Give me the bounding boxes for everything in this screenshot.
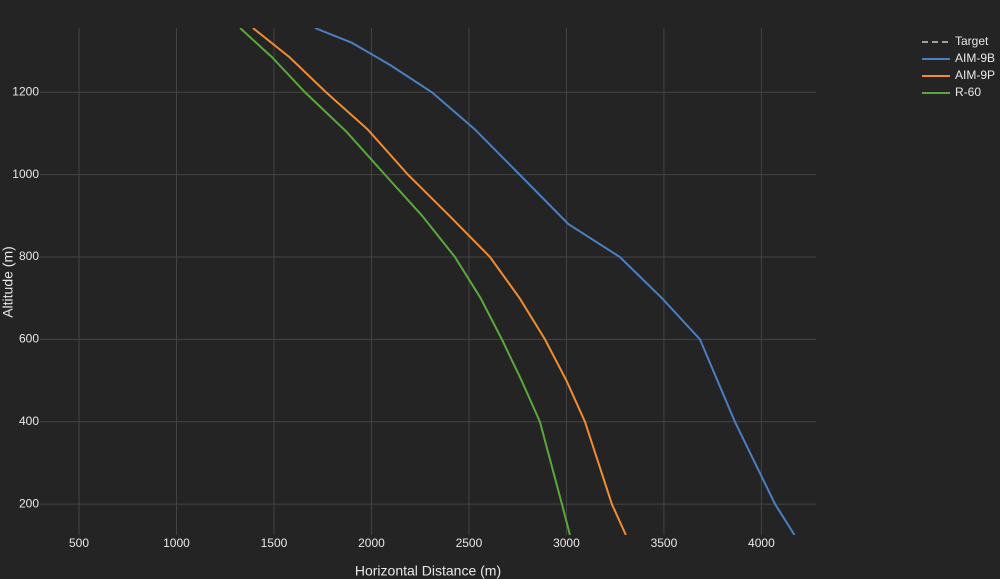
x-axis-title: Horizontal Distance (m) <box>355 563 501 579</box>
y-tick-label: 600 <box>19 332 39 346</box>
y-axis-title: Altitude (m) <box>0 246 16 318</box>
x-tick-label: 3500 <box>651 536 678 550</box>
x-tick-label: 3000 <box>553 536 580 550</box>
series-line <box>314 28 796 535</box>
y-tick-label: 400 <box>19 414 39 428</box>
x-tick-label: 2000 <box>358 536 385 550</box>
y-tick-label: 800 <box>19 249 39 263</box>
legend-label: Target <box>955 34 989 48</box>
x-tick-label: 1000 <box>163 536 190 550</box>
legend-label: R-60 <box>955 85 981 99</box>
legend-label: AIM-9P <box>955 68 995 82</box>
y-tick-label: 200 <box>19 496 39 510</box>
x-tick-label: 500 <box>69 536 89 550</box>
x-tick-label: 4000 <box>748 536 775 550</box>
x-tick-label: 2500 <box>456 536 483 550</box>
legend-label: AIM-9B <box>955 51 995 65</box>
series-line <box>239 28 571 535</box>
x-tick-label: 1500 <box>261 536 288 550</box>
y-tick-label: 1200 <box>12 84 39 98</box>
y-tick-label: 1000 <box>12 167 39 181</box>
series-line <box>252 28 627 535</box>
